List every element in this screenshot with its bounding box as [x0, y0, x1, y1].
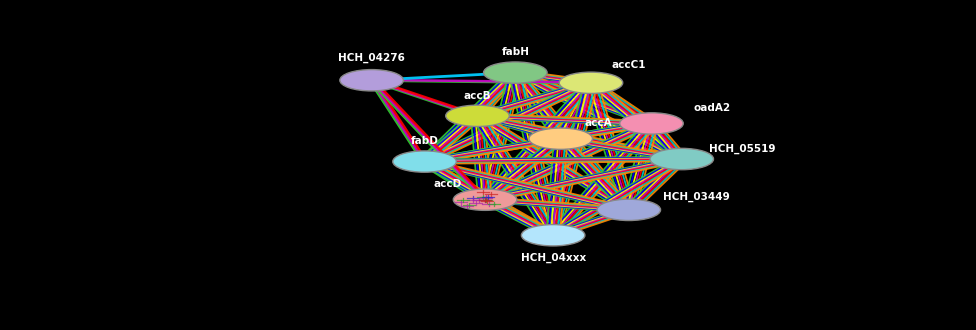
Circle shape [340, 70, 403, 91]
Circle shape [521, 225, 585, 246]
Text: HCH_05519: HCH_05519 [709, 144, 776, 154]
Circle shape [529, 128, 592, 149]
Text: HCH_04276: HCH_04276 [338, 52, 405, 62]
Circle shape [453, 189, 517, 210]
Text: accD: accD [433, 180, 462, 189]
Text: HCH_03449: HCH_03449 [664, 192, 730, 202]
Text: oadA2: oadA2 [693, 103, 731, 113]
Text: accA: accA [585, 118, 612, 128]
Text: fabH: fabH [502, 47, 529, 57]
Circle shape [650, 148, 713, 170]
Circle shape [483, 62, 548, 83]
Circle shape [620, 113, 683, 134]
Circle shape [392, 151, 457, 172]
Text: HCH_04xxx: HCH_04xxx [520, 253, 586, 263]
Circle shape [597, 199, 661, 220]
Text: accC1: accC1 [612, 60, 646, 70]
Text: fabD: fabD [411, 136, 438, 146]
Circle shape [559, 72, 623, 93]
Text: accB: accB [464, 90, 491, 101]
Circle shape [446, 105, 509, 126]
